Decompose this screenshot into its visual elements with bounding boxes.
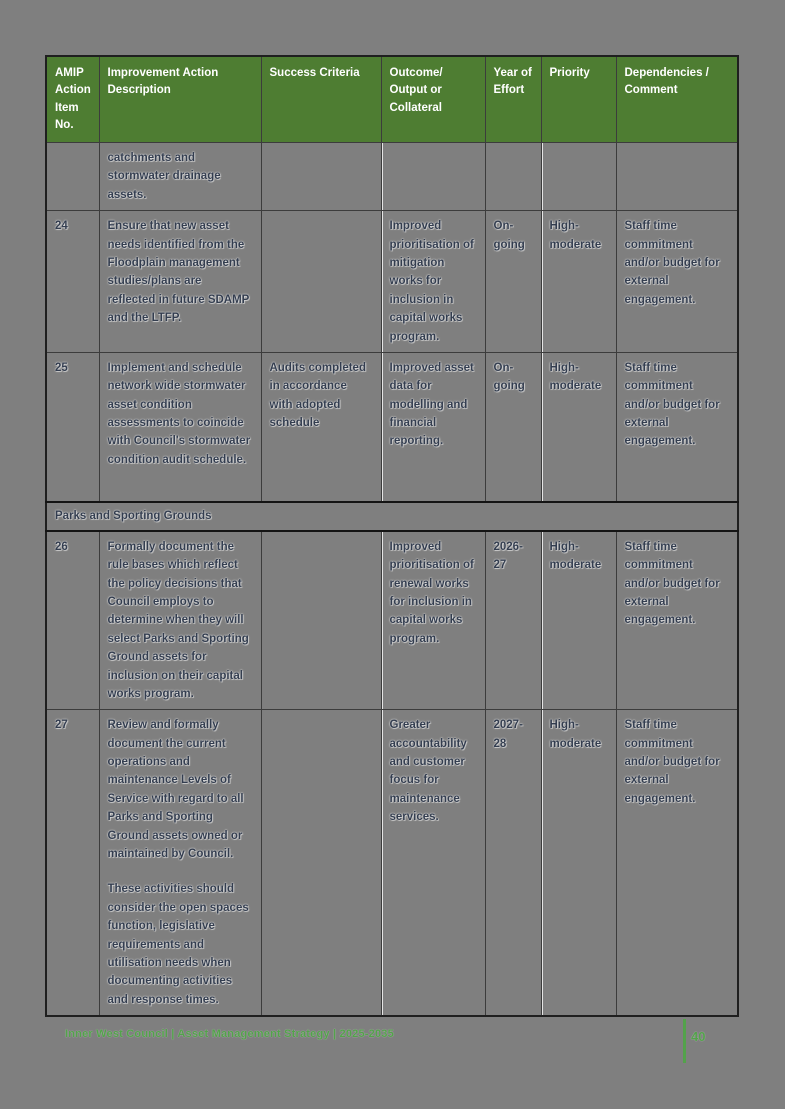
header-amip-no: AMIP Action Item No. (45, 55, 100, 143)
table-row-25: 25 Implement and schedule network wide s… (45, 351, 739, 503)
cell-dependencies: Staff time commitment and/or budget for … (615, 210, 739, 353)
cell-description: Implement and schedule network wide stor… (98, 351, 262, 503)
cell-year: On-going (484, 351, 542, 503)
cell-description: catchments and stormwater drainage asset… (98, 141, 262, 212)
cell-success: Audits completed in accordance with adop… (260, 351, 382, 503)
cell-description: Formally document the rule bases which r… (98, 530, 262, 711)
page-number: 40 (691, 1029, 706, 1044)
cell-outcome (380, 141, 486, 212)
header-priority: Priority (540, 55, 617, 143)
cell-no: 26 (45, 530, 100, 711)
cell-description: Ensure that new asset needs identified f… (98, 210, 262, 353)
table-row-24: 24 Ensure that new asset needs identifie… (45, 210, 739, 353)
table-header: AMIP Action Item No. Improvement Action … (45, 55, 739, 143)
table-row-26: 26 Formally document the rule bases whic… (45, 530, 739, 711)
header-outcome: Outcome/ Output or Collateral (380, 55, 486, 143)
table-body: catchments and stormwater drainage asset… (45, 141, 739, 1017)
cell-outcome: Improved prioritisation of mitigation wo… (380, 210, 486, 353)
cell-no: 25 (45, 351, 100, 503)
header-year-of-effort: Year of Effort (484, 55, 542, 143)
cell-year: 2027-28 (484, 709, 542, 1017)
header-dependencies: Dependencies / Comment (615, 55, 739, 143)
header-row: AMIP Action Item No. Improvement Action … (45, 55, 739, 143)
cell-priority (540, 141, 617, 212)
improvement-actions-table: AMIP Action Item No. Improvement Action … (45, 55, 739, 1018)
cell-success (260, 709, 382, 1017)
cell-dependencies: Staff time commitment and/or budget for … (615, 530, 739, 711)
footer-document-title: Inner West Council | Asset Management St… (65, 1028, 394, 1040)
cell-outcome: Greater accountability and customer focu… (380, 709, 486, 1017)
cell-year: On-going (484, 210, 542, 353)
header-description: Improvement Action Description (98, 55, 262, 143)
cell-success (260, 210, 382, 353)
section-label: Parks and Sporting Grounds (45, 501, 739, 532)
cell-priority: High-moderate (540, 210, 617, 353)
cell-success (260, 141, 382, 212)
table-row-continuation: catchments and stormwater drainage asset… (45, 141, 739, 212)
cell-outcome: Improved prioritisation of renewal works… (380, 530, 486, 711)
page-number-divider (683, 1019, 686, 1063)
cell-dependencies: Staff time commitment and/or budget for … (615, 709, 739, 1017)
header-success-criteria: Success Criteria (260, 55, 382, 143)
cell-no: 24 (45, 210, 100, 353)
table-row-27: 27 Review and formally document the curr… (45, 709, 739, 1017)
description-paragraph-1: Review and formally document the current… (107, 719, 244, 861)
cell-dependencies: Staff time commitment and/or budget for … (615, 351, 739, 503)
description-paragraph-2: These activities should consider the ope… (107, 883, 249, 1006)
section-row-parks-and-sporting-grounds: Parks and Sporting Grounds (45, 501, 739, 532)
cell-description: Review and formally document the current… (98, 709, 262, 1017)
cell-priority: High-moderate (540, 530, 617, 711)
cell-outcome: Improved asset data for modelling and fi… (380, 351, 486, 503)
cell-dependencies (615, 141, 739, 212)
cell-no (45, 141, 100, 212)
cell-priority: High-moderate (540, 351, 617, 503)
cell-year: 2026-27 (484, 530, 542, 711)
cell-year (484, 141, 542, 212)
cell-success (260, 530, 382, 711)
cell-priority: High-moderate (540, 709, 617, 1017)
cell-no: 27 (45, 709, 100, 1017)
